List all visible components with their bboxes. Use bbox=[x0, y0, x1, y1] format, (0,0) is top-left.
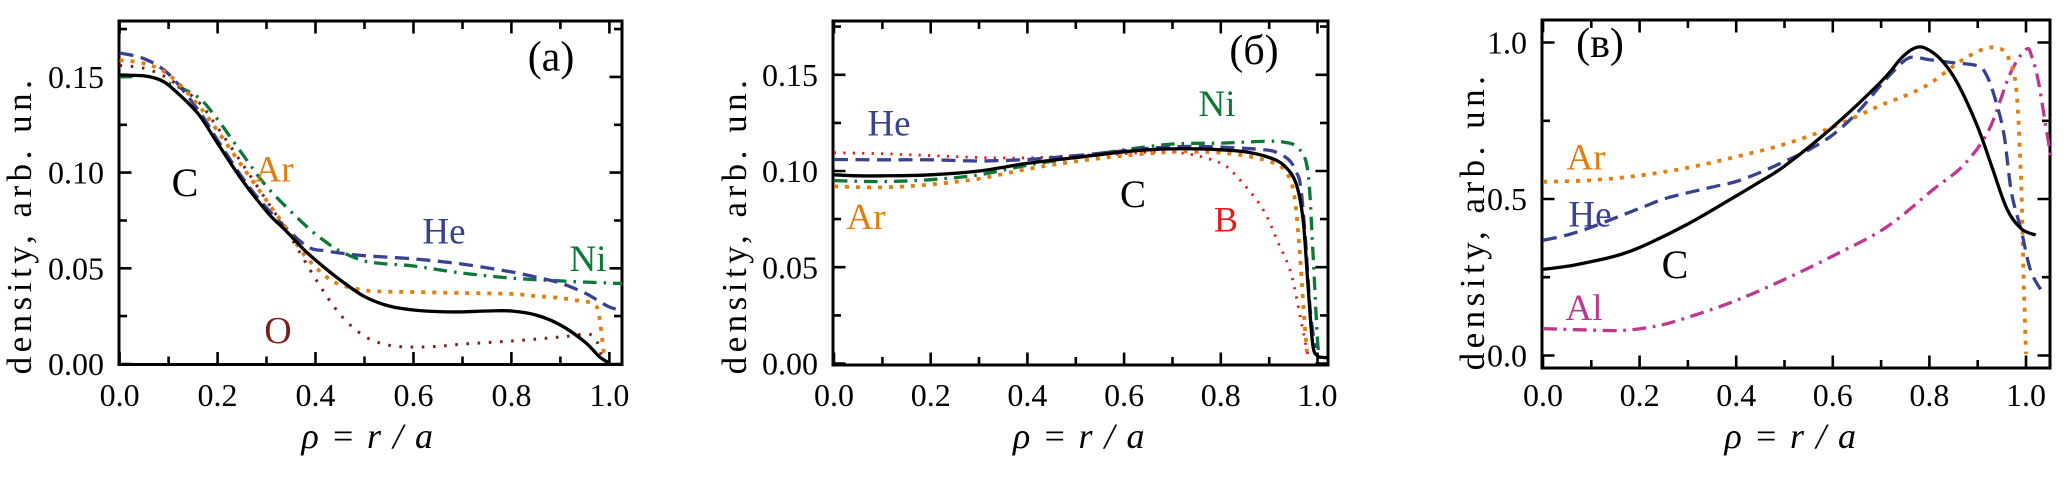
svg-text:0.2: 0.2 bbox=[1620, 377, 1660, 413]
svg-text:Ar: Ar bbox=[254, 150, 293, 191]
svg-text:(в): (в) bbox=[1576, 21, 1624, 67]
svg-text:0.8: 0.8 bbox=[491, 377, 531, 413]
svg-text:0.0: 0.0 bbox=[1523, 377, 1563, 413]
svg-text:ρ = r / a: ρ = r / a bbox=[300, 416, 434, 456]
svg-text:Al: Al bbox=[1566, 288, 1603, 329]
svg-text:He: He bbox=[422, 212, 465, 253]
svg-text:density, arb. un.: density, arb. un. bbox=[715, 76, 754, 375]
svg-text:1.0: 1.0 bbox=[2006, 377, 2046, 413]
svg-text:B: B bbox=[1214, 200, 1238, 240]
svg-text:1.0: 1.0 bbox=[1487, 25, 1527, 61]
svg-text:Ni: Ni bbox=[570, 239, 607, 280]
svg-text:0.4: 0.4 bbox=[296, 377, 336, 413]
svg-text:O: O bbox=[264, 310, 291, 352]
svg-text:0.10: 0.10 bbox=[762, 153, 818, 189]
svg-text:0.4: 0.4 bbox=[1007, 377, 1047, 413]
svg-text:Ar: Ar bbox=[1566, 138, 1605, 179]
svg-text:(б): (б) bbox=[1229, 28, 1278, 74]
svg-text:Ar: Ar bbox=[846, 197, 885, 238]
svg-text:ρ = r / a: ρ = r / a bbox=[1012, 416, 1146, 456]
svg-text:0.2: 0.2 bbox=[911, 377, 951, 413]
svg-text:He: He bbox=[867, 104, 910, 145]
svg-text:0.6: 0.6 bbox=[1104, 377, 1144, 413]
svg-text:Ni: Ni bbox=[1199, 84, 1236, 125]
svg-text:0.0: 0.0 bbox=[814, 377, 854, 413]
svg-text:C: C bbox=[172, 160, 199, 205]
svg-text:C: C bbox=[1662, 242, 1689, 287]
svg-text:1.0: 1.0 bbox=[1298, 377, 1338, 413]
svg-text:(а): (а) bbox=[528, 35, 575, 81]
svg-text:0.15: 0.15 bbox=[762, 57, 818, 93]
svg-text:He: He bbox=[1568, 195, 1611, 236]
svg-text:0.05: 0.05 bbox=[48, 250, 104, 286]
svg-text:ρ = r / a: ρ = r / a bbox=[1723, 416, 1857, 456]
svg-text:0.10: 0.10 bbox=[48, 155, 104, 191]
svg-text:0.8: 0.8 bbox=[1909, 377, 1949, 413]
svg-text:0.6: 0.6 bbox=[393, 377, 433, 413]
svg-text:0.05: 0.05 bbox=[762, 249, 818, 285]
svg-text:0.00: 0.00 bbox=[762, 346, 818, 382]
svg-text:0.6: 0.6 bbox=[1813, 377, 1853, 413]
svg-text:C: C bbox=[1120, 173, 1146, 216]
svg-text:0.8: 0.8 bbox=[1201, 377, 1241, 413]
svg-text:0.0: 0.0 bbox=[100, 377, 140, 413]
svg-text:0.2: 0.2 bbox=[198, 377, 238, 413]
svg-text:density, arb. un.: density, arb. un. bbox=[1453, 72, 1492, 371]
svg-text:0.0: 0.0 bbox=[1487, 338, 1527, 374]
svg-text:0.00: 0.00 bbox=[48, 346, 104, 382]
svg-text:1.0: 1.0 bbox=[589, 377, 629, 413]
svg-text:0.15: 0.15 bbox=[48, 59, 104, 95]
svg-text:0.5: 0.5 bbox=[1487, 181, 1527, 217]
svg-text:density, arb. un.: density, arb. un. bbox=[0, 76, 39, 375]
svg-text:0.4: 0.4 bbox=[1716, 377, 1756, 413]
